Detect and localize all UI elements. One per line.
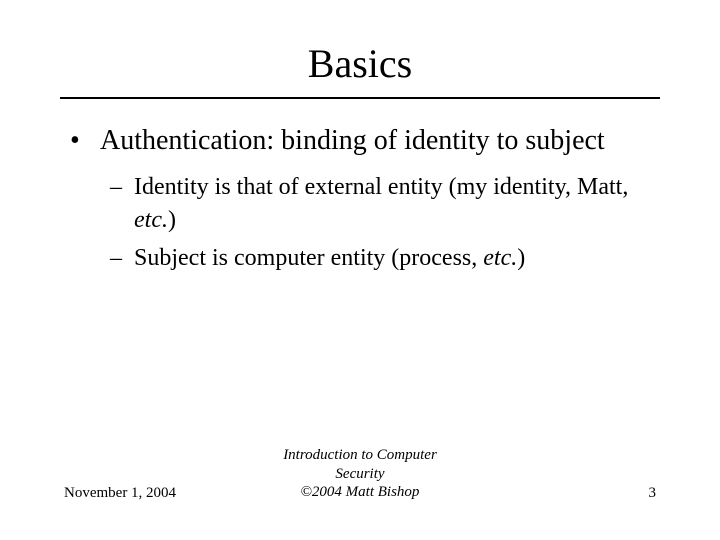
bullet-text: Identity is that of external entity (my … [134,171,660,236]
footer-date: November 1, 2004 [64,485,261,502]
bullet-level2: – Subject is computer entity (process, e… [110,242,660,274]
text-suffix: ) [517,245,525,271]
bullet-marker: • [70,123,100,159]
slide-content: • Authentication: binding of identity to… [60,123,660,446]
footer-page-number: 3 [459,485,656,502]
bullet-text: Subject is computer entity (process, etc… [134,242,660,274]
slide-title: Basics [60,40,660,87]
text-suffix: ) [168,207,176,233]
slide-footer: November 1, 2004 Introduction to Compute… [60,446,660,520]
dash-marker: – [110,242,134,274]
dash-marker: – [110,171,134,203]
footer-title: Introduction to Computer Security [283,447,437,482]
bullet-level1: • Authentication: binding of identity to… [70,123,660,159]
text-italic: etc. [483,245,517,271]
title-divider [60,97,660,99]
bullet-level2: – Identity is that of external entity (m… [110,171,660,236]
footer-copyright: ©2004 Matt Bishop [301,484,420,500]
text-prefix: Subject is computer entity (process, [134,245,483,271]
slide-container: Basics • Authentication: binding of iden… [0,0,720,540]
text-italic: etc. [134,207,168,233]
footer-center: Introduction to Computer Security ©2004 … [261,446,458,502]
text-prefix: Identity is that of external entity (my … [134,174,628,200]
bullet-text: Authentication: binding of identity to s… [100,123,660,159]
